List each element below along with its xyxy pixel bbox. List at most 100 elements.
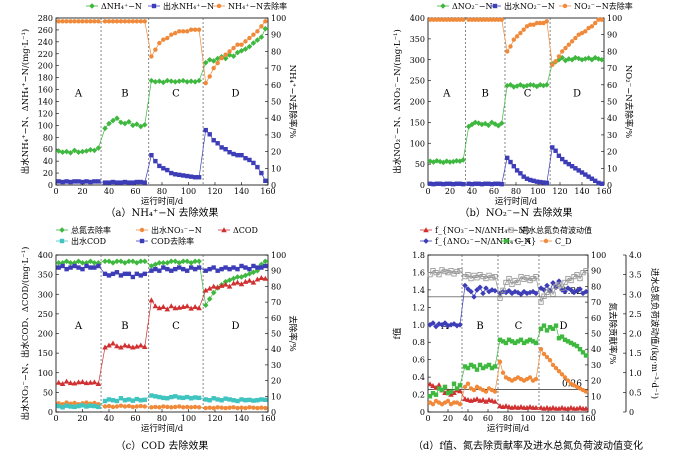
data-point: [110, 340, 116, 346]
data-point: [196, 265, 202, 270]
y-tick-label-right2: 1.5: [629, 349, 642, 358]
data-point: [259, 265, 264, 270]
data-point: [203, 397, 208, 402]
data-point: [92, 179, 97, 184]
y-tick-label-right2: 0: [629, 408, 634, 417]
y-tick-label-right: 20: [271, 377, 281, 386]
data-point: [160, 304, 167, 310]
data-point: [583, 389, 589, 394]
data-point: [196, 405, 202, 410]
data-point: [431, 17, 436, 22]
data-point: [202, 59, 209, 66]
data-point: [110, 404, 116, 410]
data-point: [67, 260, 74, 266]
y-tick-label-right: 20: [607, 148, 617, 157]
y-tick-label: 60: [43, 145, 53, 154]
data-point: [492, 273, 498, 280]
data-point: [231, 45, 236, 51]
data-point: [559, 334, 565, 339]
data-point: [56, 265, 61, 270]
data-point: [114, 180, 120, 185]
data-point: [434, 157, 440, 164]
data-point: [538, 179, 543, 185]
legend-marker: [562, 3, 568, 9]
data-point: [518, 291, 524, 298]
data-point: [436, 386, 442, 391]
data-point: [430, 390, 436, 396]
data-point: [226, 52, 233, 58]
data-point: [168, 258, 175, 265]
data-point: [122, 342, 128, 348]
y-tick-label-right: 70: [591, 298, 601, 307]
data-point: [91, 379, 98, 385]
data-point: [153, 266, 158, 272]
x-tick-label: 120: [207, 414, 222, 423]
data-point: [243, 155, 248, 161]
data-point: [142, 397, 147, 403]
data-point: [211, 265, 216, 270]
data-point: [219, 55, 224, 61]
data-point: [246, 277, 253, 283]
data-point: [538, 347, 544, 352]
x-tick-label: 40: [463, 414, 473, 423]
y-tick-label-right: 60: [607, 81, 617, 90]
data-point: [247, 35, 252, 41]
data-point: [192, 266, 198, 272]
data-point: [68, 265, 73, 270]
y-tick-label: 200: [38, 62, 53, 71]
data-point: [586, 174, 591, 179]
data-point: [534, 20, 540, 26]
data-point: [196, 395, 202, 401]
data-point: [134, 121, 140, 127]
data-point: [544, 19, 549, 24]
data-point: [447, 17, 453, 22]
data-point: [211, 138, 216, 143]
data-point: [184, 29, 190, 34]
legend-marker: [423, 227, 429, 233]
y-axis-label-right: 去除率/%: [287, 315, 298, 351]
data-point: [492, 17, 498, 22]
y-tick-label: 220: [38, 50, 53, 59]
data-point: [181, 395, 186, 401]
data-point: [565, 378, 571, 383]
data-point: [541, 20, 546, 26]
data-point: [134, 396, 140, 402]
y-tick-label: 400: [38, 251, 53, 260]
data-point: [188, 27, 194, 32]
data-point: [521, 27, 526, 32]
data-point: [230, 53, 237, 59]
data-point: [579, 30, 585, 36]
data-point: [130, 344, 136, 350]
legend-marker: [89, 3, 95, 9]
data-point: [527, 289, 533, 296]
data-point: [177, 29, 182, 34]
y-tick-label: 250: [410, 77, 425, 86]
data-point: [160, 79, 167, 86]
y-tick-label: 350: [38, 271, 53, 280]
data-point: [576, 32, 581, 37]
data-point: [436, 382, 442, 388]
data-point: [161, 395, 166, 401]
data-point: [579, 170, 585, 175]
data-point: [153, 47, 158, 52]
y-tick-label-right: 40: [607, 114, 617, 123]
data-point: [541, 293, 547, 299]
chart-panel-c: 0 20 40 60 80 100 120 140 160运行时间/d0501001502002…: [20, 225, 298, 452]
data-point: [474, 367, 480, 372]
chart-panel-a: 0 20 40 60 80 100 120 140 160运行时间/d0204060801001…: [20, 1, 298, 219]
data-point: [547, 287, 553, 293]
data-point: [110, 117, 116, 124]
data-point: [64, 19, 69, 24]
data-point: [562, 279, 568, 286]
data-point: [457, 268, 463, 274]
data-point: [215, 405, 220, 410]
data-point: [251, 160, 256, 166]
data-point: [234, 279, 241, 285]
x-tick-label: 40: [467, 187, 477, 196]
data-point: [114, 115, 120, 121]
data-point: [492, 398, 498, 404]
data-point: [156, 260, 163, 266]
data-point: [126, 397, 132, 402]
legend: ΔNH₄⁺−N 出水NH₄⁺−N NH₄⁺−N去除率: [86, 1, 287, 11]
data-point: [68, 179, 73, 185]
